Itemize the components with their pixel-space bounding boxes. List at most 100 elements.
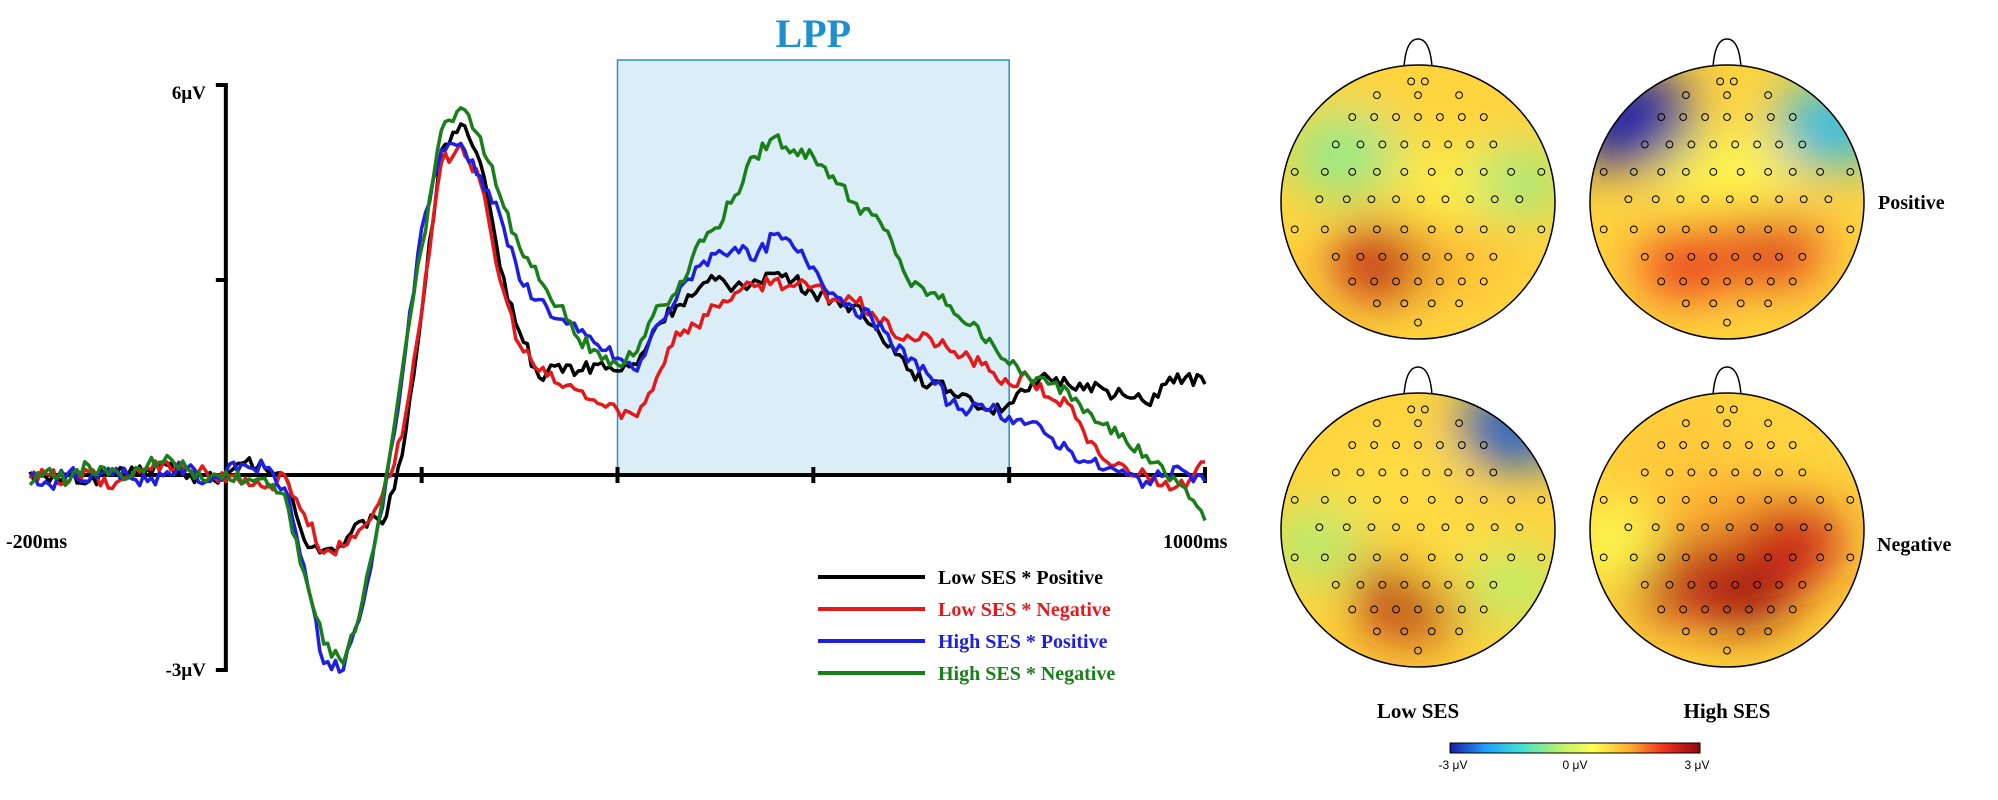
electrode bbox=[1414, 91, 1422, 100]
electrode bbox=[1356, 252, 1365, 261]
electrode bbox=[1392, 113, 1400, 121]
electrode bbox=[1753, 252, 1762, 261]
electrode bbox=[1356, 140, 1365, 149]
electrode bbox=[1455, 553, 1463, 562]
erp-line-chart: LPP 6μV -3μV -200ms 1000ms Low SES * Pos… bbox=[6, 11, 1228, 685]
electrode bbox=[1764, 627, 1772, 636]
electrode bbox=[1400, 627, 1409, 636]
electrode bbox=[1515, 523, 1524, 532]
topomap-blob bbox=[1774, 85, 1864, 168]
electrode bbox=[1736, 553, 1745, 562]
electrode bbox=[1736, 627, 1745, 636]
electrode bbox=[1682, 299, 1690, 308]
colorbar-tick-label-zero: 0 μV bbox=[1563, 758, 1588, 772]
electrode bbox=[1723, 277, 1731, 286]
electrode bbox=[1599, 495, 1608, 504]
electrode bbox=[1687, 252, 1696, 261]
electrode bbox=[1416, 523, 1425, 532]
electrode bbox=[1657, 495, 1666, 504]
electrode bbox=[1427, 225, 1436, 234]
topomap-blob bbox=[1733, 502, 1845, 585]
electrode bbox=[1348, 167, 1357, 176]
electrode bbox=[1753, 468, 1762, 477]
topomap-negative-high-ses bbox=[1589, 366, 1865, 668]
electrode bbox=[1764, 553, 1772, 562]
electrode bbox=[1457, 441, 1466, 449]
electrode bbox=[1745, 605, 1753, 614]
electrode bbox=[1320, 167, 1329, 176]
electrode bbox=[1679, 441, 1688, 449]
electrode bbox=[1348, 495, 1357, 504]
topomap-blob bbox=[1639, 229, 1733, 298]
electrode bbox=[1290, 495, 1299, 504]
electrode bbox=[1846, 225, 1855, 234]
legend-label: High SES * Positive bbox=[938, 631, 1108, 653]
electrode bbox=[1414, 441, 1422, 449]
electrode bbox=[1723, 318, 1731, 327]
electrode bbox=[1682, 495, 1690, 504]
electrode bbox=[1414, 277, 1422, 286]
electrode bbox=[1457, 277, 1466, 286]
electrode bbox=[1466, 252, 1474, 261]
electrode bbox=[1709, 627, 1718, 636]
electrode bbox=[1679, 277, 1688, 286]
electrode bbox=[1709, 225, 1718, 234]
topomap-positive-low-ses bbox=[1280, 38, 1556, 340]
electrode bbox=[1701, 277, 1709, 286]
x-tick-label-max: 1000ms bbox=[1163, 531, 1228, 553]
electrode bbox=[1682, 553, 1690, 562]
electrode bbox=[1444, 252, 1453, 261]
electrode bbox=[1416, 195, 1425, 204]
electrode bbox=[1466, 523, 1474, 532]
electrode bbox=[1665, 140, 1674, 149]
electrode bbox=[1457, 113, 1466, 121]
topomap-positive-high-ses bbox=[1589, 38, 1865, 340]
electrode bbox=[1816, 167, 1825, 176]
electrode bbox=[1331, 580, 1340, 589]
electrode bbox=[1290, 167, 1299, 176]
electrode bbox=[1701, 441, 1709, 449]
electrode bbox=[1373, 553, 1381, 562]
electrode bbox=[1709, 580, 1718, 589]
electrode bbox=[1455, 91, 1463, 100]
electrode bbox=[1414, 605, 1422, 614]
electrode bbox=[1367, 523, 1376, 532]
electrode bbox=[1320, 553, 1329, 562]
electrode bbox=[1414, 113, 1422, 121]
electrode bbox=[1479, 553, 1488, 562]
series-line-1 bbox=[28, 141, 1205, 557]
legend-label: Low SES * Positive bbox=[938, 567, 1103, 589]
electrode bbox=[1723, 441, 1731, 449]
electrode bbox=[1723, 646, 1731, 655]
electrode bbox=[1701, 523, 1709, 532]
electrode bbox=[1455, 167, 1463, 176]
electrode bbox=[1373, 225, 1381, 234]
electrode bbox=[1709, 252, 1718, 261]
electrode bbox=[1489, 468, 1498, 477]
electrode bbox=[1657, 277, 1666, 286]
legend: Low SES * Positive Low SES * Negative High… bbox=[818, 567, 1115, 685]
electrode bbox=[1731, 252, 1740, 261]
electrode bbox=[1657, 553, 1666, 562]
electrode bbox=[1709, 495, 1718, 504]
electrode bbox=[1725, 523, 1734, 532]
electrode bbox=[1599, 225, 1608, 234]
electrode bbox=[1788, 553, 1797, 562]
electrode bbox=[1716, 405, 1725, 414]
electrode bbox=[1676, 523, 1685, 532]
electrode bbox=[1400, 252, 1409, 261]
electrode bbox=[1682, 91, 1690, 100]
electrode bbox=[1537, 167, 1546, 176]
electrode bbox=[1320, 495, 1329, 504]
electrode bbox=[1400, 167, 1409, 176]
electrode bbox=[1392, 277, 1400, 286]
electrode bbox=[1400, 580, 1409, 589]
electrode bbox=[1489, 140, 1498, 149]
electrode bbox=[1348, 225, 1357, 234]
electrode bbox=[1422, 580, 1431, 589]
electrode bbox=[1723, 605, 1731, 614]
nose bbox=[1403, 38, 1433, 68]
chart-title: LPP bbox=[776, 11, 852, 56]
electrode bbox=[1753, 580, 1762, 589]
